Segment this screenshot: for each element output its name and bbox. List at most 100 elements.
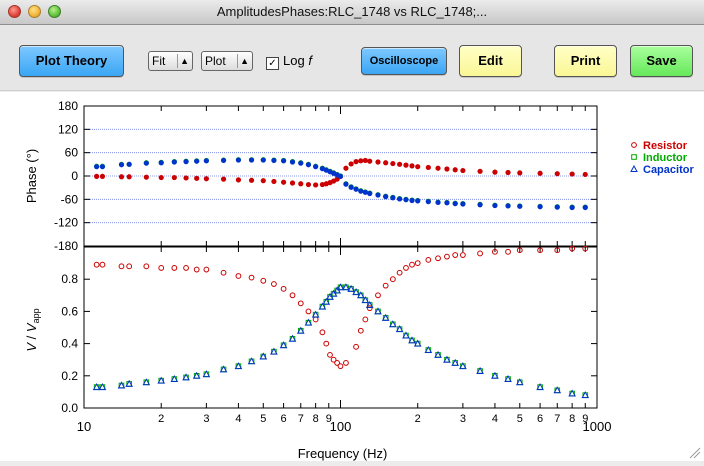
phase-point-resistor bbox=[517, 170, 523, 176]
amplitude-point-capacitor bbox=[170, 374, 179, 383]
phase-point-resistor bbox=[444, 166, 450, 172]
phase-point-resistor bbox=[305, 181, 312, 188]
amplitude-point-capacitor bbox=[408, 336, 416, 344]
phase-point-resistor bbox=[403, 162, 409, 168]
x-tick-label: 7 bbox=[298, 413, 304, 425]
phase-point-capacitor bbox=[305, 162, 312, 168]
amplitude-point-capacitor bbox=[389, 320, 397, 328]
phase-point-capacitor bbox=[260, 157, 266, 163]
plot-theory-button[interactable]: Plot Theory bbox=[19, 45, 124, 77]
amplitude-point-capacitor bbox=[125, 379, 134, 387]
phase-point-capacitor bbox=[280, 158, 287, 164]
phase-point-capacitor bbox=[415, 198, 421, 204]
amplitude-point-capacitor bbox=[581, 391, 590, 399]
amplitude-point-resistor bbox=[396, 269, 403, 276]
phase-tick-label: -60 bbox=[61, 192, 79, 206]
x-tick-label: 3 bbox=[460, 413, 466, 425]
phase-point-capacitor bbox=[403, 197, 409, 203]
phase-point-resistor bbox=[194, 175, 200, 181]
phase-point-capacitor bbox=[582, 204, 588, 211]
phase-point-capacitor bbox=[435, 199, 441, 206]
window-zoom-button[interactable] bbox=[48, 5, 61, 18]
x-tick-label: 5 bbox=[517, 413, 523, 425]
phase-point-capacitor bbox=[517, 203, 523, 209]
amplitude-point-capacitor bbox=[117, 381, 126, 389]
oscilloscope-button[interactable]: Oscilloscope bbox=[361, 47, 447, 75]
x-tick-label: 10 bbox=[77, 419, 91, 434]
amplitude-plot-frame bbox=[83, 246, 598, 409]
amplitude-point-capacitor bbox=[247, 357, 256, 365]
amplitude-point-capacitor bbox=[352, 288, 360, 296]
save-button[interactable]: Save bbox=[630, 45, 693, 77]
amplitude-point-resistor bbox=[220, 269, 227, 276]
phase-point-resistor bbox=[452, 167, 458, 173]
amplitude-point-resistor bbox=[375, 292, 381, 299]
log-f-checkbox[interactable]: ✓ Log f bbox=[266, 53, 312, 70]
phase-point-resistor bbox=[94, 173, 100, 179]
legend-label-inductor: Inductor bbox=[643, 152, 688, 164]
phase-point-resistor bbox=[143, 174, 149, 180]
phase-point-resistor bbox=[289, 180, 296, 186]
amplitude-point-capacitor bbox=[342, 283, 350, 291]
phase-point-capacitor bbox=[313, 164, 319, 170]
title-bar: AmplitudesPhases:RLC_1748 vs RLC_1748;..… bbox=[0, 0, 704, 25]
phase-point-resistor bbox=[383, 160, 389, 166]
phase-point-capacitor bbox=[183, 159, 189, 165]
edit-button[interactable]: Edit bbox=[459, 45, 522, 77]
phase-point-resistor bbox=[460, 167, 466, 174]
phase-point-resistor bbox=[99, 173, 106, 179]
phase-point-resistor bbox=[409, 163, 415, 169]
phase-point-capacitor bbox=[289, 159, 296, 165]
phase-point-capacitor bbox=[375, 192, 381, 198]
window-close-button[interactable] bbox=[8, 5, 21, 18]
amplitude-point-resistor bbox=[382, 282, 389, 289]
phase-point-resistor bbox=[158, 174, 164, 181]
amplitude-point-capacitor bbox=[374, 307, 382, 315]
amplitude-point-capacitor bbox=[568, 389, 576, 397]
amplitude-point-resistor bbox=[327, 351, 333, 358]
phase-tick-label: -180 bbox=[54, 239, 78, 253]
amplitude-point-capacitor bbox=[259, 352, 268, 360]
amplitude-point-resistor bbox=[337, 363, 344, 370]
phase-point-resistor bbox=[260, 178, 266, 184]
amplitude-point-capacitor bbox=[142, 378, 151, 386]
x-tick-label: 2 bbox=[158, 413, 164, 425]
phase-point-resistor bbox=[362, 157, 368, 164]
amplitude-tick-label: 0.6 bbox=[61, 304, 78, 318]
resize-grip-icon[interactable] bbox=[689, 447, 701, 459]
phase-tick-label: 120 bbox=[58, 122, 78, 136]
amplitude-point-resistor bbox=[297, 300, 304, 307]
amplitude-point-capacitor bbox=[491, 371, 499, 379]
phase-point-resistor bbox=[353, 159, 359, 165]
fit-popup[interactable]: Fit ▲ bbox=[148, 51, 193, 71]
amplitude-point-resistor bbox=[183, 265, 189, 271]
phase-point-resistor bbox=[554, 171, 560, 177]
phase-point-capacitor bbox=[362, 189, 368, 195]
amplitude-point-resistor bbox=[319, 329, 326, 336]
plot-popup[interactable]: Plot ▲ bbox=[201, 51, 253, 71]
phase-tick-label: 60 bbox=[65, 146, 79, 160]
amplitude-tick-label: 0.0 bbox=[61, 401, 78, 415]
amplitude-point-capacitor bbox=[92, 383, 101, 391]
phase-point-capacitor bbox=[492, 202, 498, 209]
phase-point-capacitor bbox=[143, 160, 149, 166]
phase-tick-label: 180 bbox=[58, 99, 78, 113]
phase-point-resistor bbox=[313, 182, 319, 188]
print-button[interactable]: Print bbox=[554, 45, 617, 77]
x-tick-label: 9 bbox=[326, 413, 332, 425]
phase-point-capacitor bbox=[298, 160, 304, 166]
window-minimize-button[interactable] bbox=[28, 5, 41, 18]
phase-point-capacitor bbox=[444, 200, 450, 206]
phase-point-resistor bbox=[435, 165, 441, 171]
amplitude-point-capacitor bbox=[443, 355, 451, 363]
phase-point-resistor bbox=[171, 174, 177, 181]
legend-marker-resistor bbox=[631, 142, 637, 148]
phase-point-resistor bbox=[183, 175, 189, 181]
amplitude-point-resistor bbox=[330, 356, 337, 363]
amplitude-point-capacitor bbox=[476, 366, 484, 374]
amplitude-phase-chart[interactable]: 180 120 60 0 -60 -120 -180 0.8 0.6 0.4 0.2 0.0 10 2 3 4… bbox=[0, 92, 704, 461]
x-tick-label: 8 bbox=[313, 413, 319, 425]
amplitude-point-capacitor bbox=[296, 326, 305, 334]
amplitude-point-resistor bbox=[280, 285, 287, 292]
phase-point-capacitor bbox=[452, 201, 458, 207]
